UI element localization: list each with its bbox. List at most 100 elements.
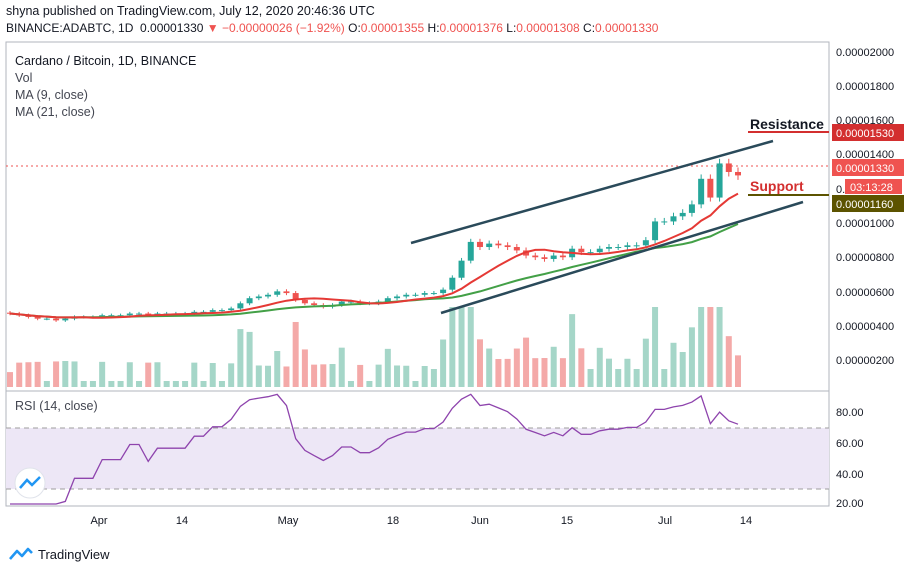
volume-bar <box>403 365 410 387</box>
high-label: H: <box>427 21 440 35</box>
volume-bar <box>569 314 576 387</box>
legend-rsi: RSI (14, close) <box>15 399 98 413</box>
price-tick: 0. <box>836 184 845 196</box>
candle-body <box>53 318 60 321</box>
ohlc-header: BINANCE:ADABTC, 1D 0.00001330 ▼ −0.00000… <box>6 21 658 35</box>
tradingview-logo-icon <box>9 547 33 560</box>
candle-body <box>642 240 649 246</box>
volume-bar <box>559 358 566 387</box>
volume-bar <box>532 358 539 387</box>
candle-body <box>384 298 391 302</box>
ma9-line <box>9 192 739 319</box>
candle-body <box>403 294 410 297</box>
volume-bar <box>486 348 493 387</box>
volume-bar <box>209 363 216 387</box>
candle-body <box>688 204 695 213</box>
footer-brand[interactable]: TradingView <box>8 545 110 563</box>
countdown-tag <box>845 179 902 194</box>
volume-bar <box>53 361 60 387</box>
candle-body <box>145 313 152 316</box>
volume-bar <box>246 331 253 387</box>
volume-bar <box>99 361 106 387</box>
candle-body <box>670 216 677 222</box>
volume-bar <box>200 381 207 387</box>
candle-body <box>301 299 308 304</box>
volume-bar <box>34 361 41 387</box>
candle-body <box>421 293 428 295</box>
candle-body <box>347 301 354 303</box>
candle-body <box>652 221 659 241</box>
volume-bar <box>670 342 677 387</box>
candle-body <box>458 260 465 278</box>
candle-body <box>126 313 133 316</box>
volume-bar <box>394 365 401 387</box>
open-label: O: <box>348 21 361 35</box>
chart-canvas[interactable]: Resistance Support Cardano / Bitcoin, 1D… <box>0 0 911 545</box>
time-tick: Apr <box>90 515 107 527</box>
time-tick: 14 <box>740 515 752 527</box>
candle-body <box>99 315 106 317</box>
candle-body <box>338 301 345 306</box>
price-tick: 0.00001400 <box>836 149 894 161</box>
volume-bar <box>80 381 87 387</box>
lower-trendline <box>440 200 804 315</box>
volume-bar <box>661 369 668 387</box>
volume-bar <box>154 362 161 387</box>
volume-bar <box>458 307 465 387</box>
candle-body <box>228 308 235 311</box>
volume-bar <box>384 348 391 387</box>
volume-bar <box>375 364 382 387</box>
rsi-tick: 40.00 <box>836 469 864 481</box>
volume-bar <box>633 369 640 387</box>
candle-body <box>698 178 705 205</box>
resistance-tag-text: 0.00001530 <box>836 128 894 140</box>
volume-bar <box>440 339 447 387</box>
volume-bar <box>476 339 483 387</box>
candle-body <box>735 171 741 176</box>
volume-bar <box>71 361 78 387</box>
legend-ma21: MA (21, close) <box>15 105 95 119</box>
candle-body <box>43 318 50 320</box>
volume-bar <box>228 363 235 387</box>
low-value: 0.00001308 <box>516 21 580 35</box>
volume-bar <box>412 381 419 387</box>
candle-body <box>218 310 225 312</box>
price-tick: 0.00001000 <box>836 218 894 230</box>
last-price-tag <box>832 159 904 176</box>
volume-bar <box>347 381 354 387</box>
volume-bar <box>688 327 695 387</box>
low-label: L: <box>506 21 517 35</box>
volume-bar <box>7 372 13 387</box>
candle-body <box>34 316 41 319</box>
price-tick: 0.00000600 <box>836 287 894 299</box>
volume-bar <box>430 369 437 387</box>
volume-bar <box>301 349 308 387</box>
volume-bar <box>357 364 364 387</box>
price-tick: 0.00000400 <box>836 321 894 333</box>
candle-body <box>394 296 401 299</box>
time-tick: 15 <box>561 515 573 527</box>
volume-bar <box>108 381 115 387</box>
rsi-line <box>10 393 739 505</box>
candles <box>7 158 741 322</box>
time-tick: May <box>278 515 299 527</box>
symbol-label: BINANCE:ADABTC, 1D <box>6 21 134 35</box>
time-tick: 14 <box>176 515 188 527</box>
candle-body <box>495 243 502 246</box>
candle-body <box>725 163 732 172</box>
volume-bar <box>89 381 96 387</box>
candle-body <box>449 277 456 290</box>
volume-bar <box>605 358 612 387</box>
candle-body <box>430 293 437 295</box>
resistance-tag <box>832 124 904 141</box>
volume-bar <box>237 329 244 387</box>
last-price-tag-text: 0.00001330 <box>836 163 894 175</box>
change-value: ▼ −0.00000026 (−1.92%) <box>206 21 345 35</box>
rsi-tick: 60.00 <box>836 438 864 450</box>
volume-bar <box>265 365 272 387</box>
volume-bar <box>163 381 170 387</box>
price-tick: 0.00002000 <box>836 47 894 59</box>
candle-body <box>624 245 631 248</box>
volume-bar <box>126 362 133 387</box>
countdown-tag-text: 03:13:28 <box>850 182 893 194</box>
